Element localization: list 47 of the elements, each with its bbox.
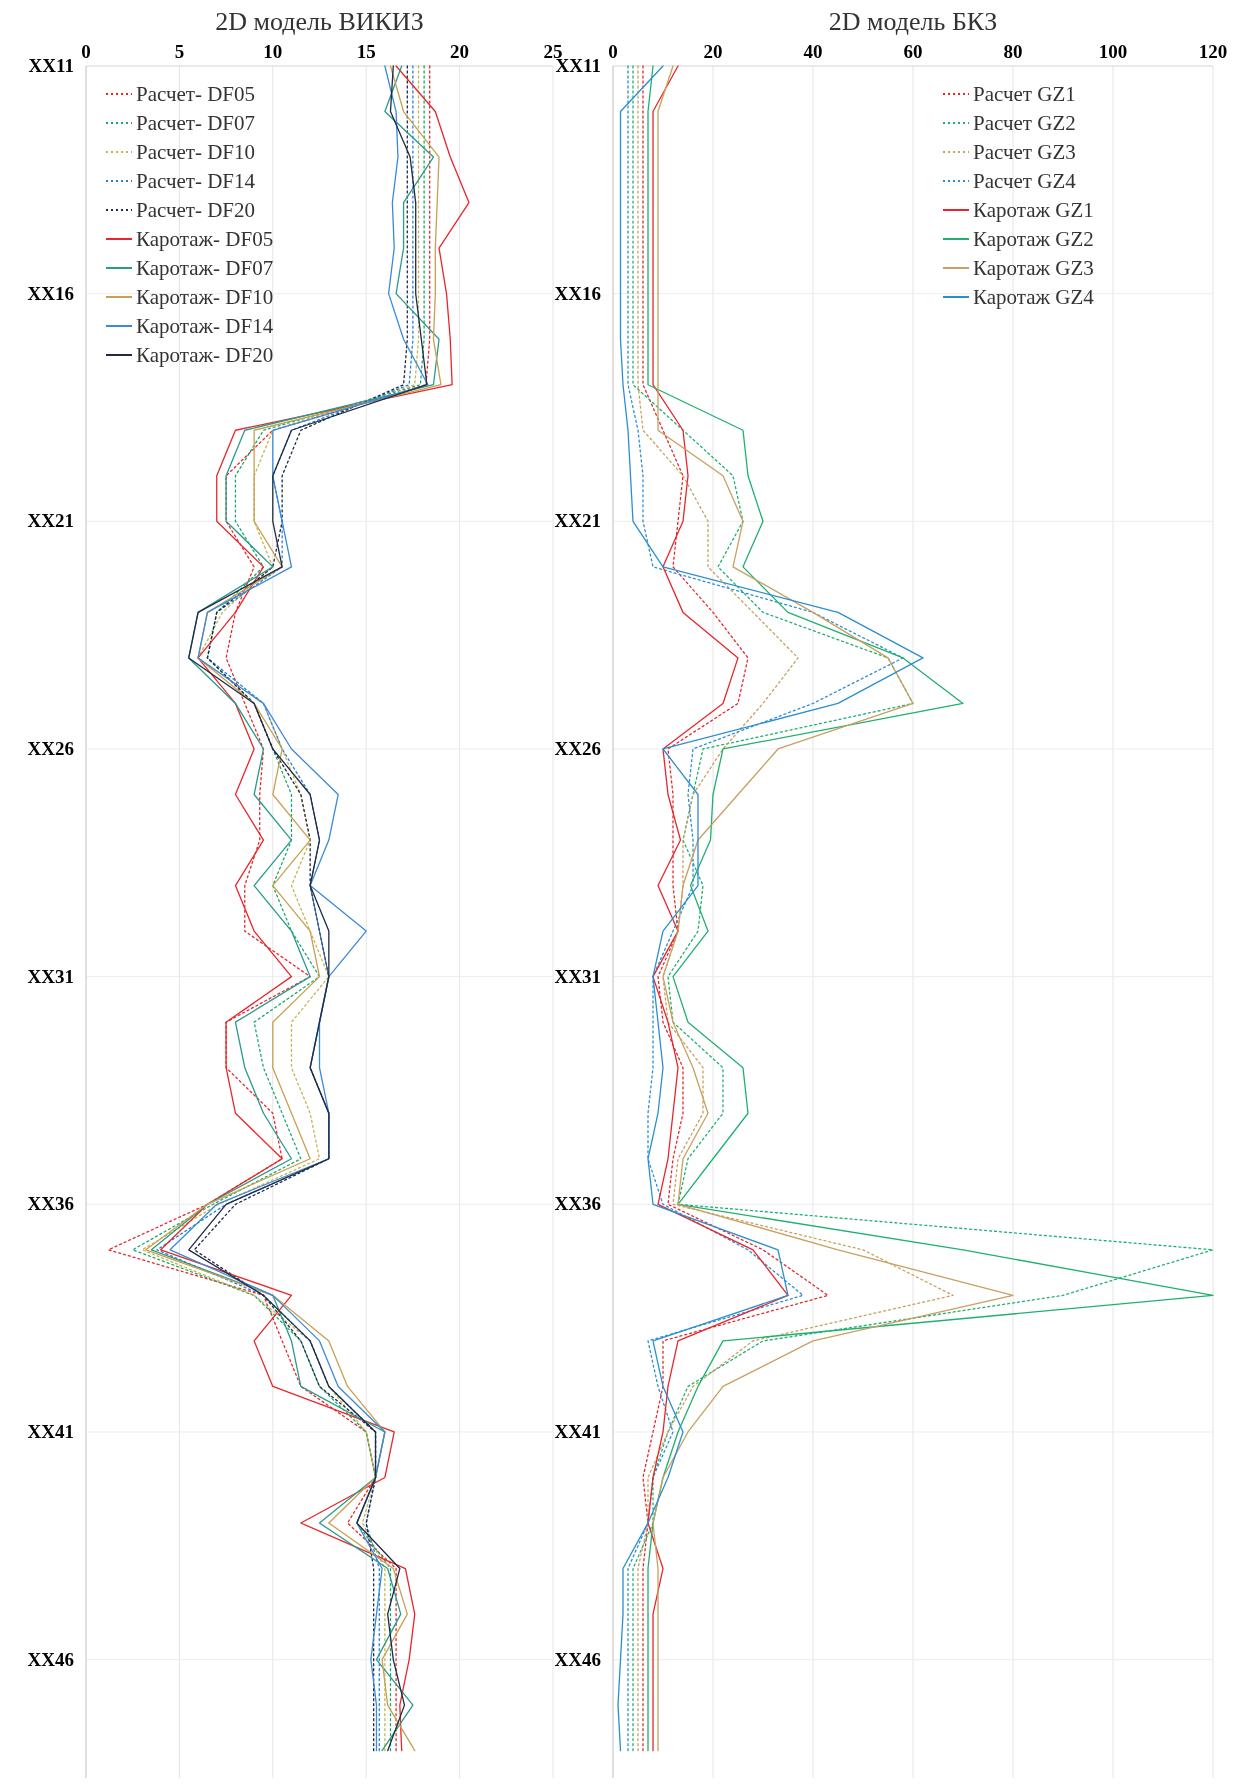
y-tick-label: XX16 — [27, 282, 74, 304]
legend-label: Каротаж GZ4 — [973, 285, 1095, 309]
y-tick-label: XX21 — [554, 510, 601, 532]
y-tick-label: XX41 — [27, 1420, 74, 1442]
x-tick-label: 0 — [81, 41, 91, 62]
legend-label: Расчет- DF14 — [136, 169, 256, 193]
legend-label: Расчет GZ3 — [973, 140, 1076, 164]
legend-label: Каротаж- DF05 — [136, 227, 274, 251]
x-tick-label: 100 — [1098, 41, 1128, 62]
legend-label: Расчет- DF07 — [136, 111, 256, 135]
legend-label: Каротаж- DF20 — [136, 343, 274, 367]
y-tick-label: XX36 — [554, 1193, 601, 1215]
x-tick-label: 120 — [1198, 41, 1228, 62]
y-tick-label: XX26 — [27, 737, 74, 759]
x-tick-label: 20 — [450, 41, 470, 62]
legend-label: Расчет GZ4 — [973, 169, 1077, 193]
y-tick-label: XX16 — [554, 282, 601, 304]
legend-label: Каротаж GZ1 — [973, 198, 1094, 222]
chart-title: 2D модель ВИКИЗ — [215, 7, 424, 36]
y-tick-label: XX31 — [27, 965, 74, 987]
x-tick-label: 60 — [903, 41, 923, 62]
chart-title: 2D модель БКЗ — [828, 7, 998, 36]
x-tick-label: 40 — [803, 41, 823, 62]
y-tick-label: XX41 — [554, 1420, 601, 1442]
legend-label: Каротаж- DF07 — [136, 256, 274, 280]
y-tick-label: XX46 — [554, 1648, 601, 1670]
x-tick-label: 10 — [263, 41, 283, 62]
y-tick-label: XX31 — [554, 965, 601, 987]
legend-label: Каротаж GZ3 — [973, 256, 1094, 280]
legend-label: Расчет GZ1 — [973, 82, 1076, 106]
legend-label: Расчет- DF05 — [136, 82, 256, 106]
y-tick-label: XX36 — [27, 1193, 74, 1215]
x-tick-label: 15 — [356, 41, 376, 62]
y-tick-label: XX11 — [28, 55, 74, 76]
y-tick-label: XX26 — [554, 737, 601, 759]
y-tick-label: XX46 — [27, 1648, 74, 1670]
legend-label: Расчет- DF10 — [136, 140, 256, 164]
legend-label: Расчет GZ2 — [973, 111, 1076, 135]
legend-label: Каротаж- DF14 — [136, 314, 274, 338]
x-tick-label: 5 — [174, 41, 185, 62]
legend-label: Расчет- DF20 — [136, 198, 256, 222]
x-tick-label: 0 — [608, 41, 618, 62]
x-tick-label: 20 — [703, 41, 723, 62]
y-tick-label: XX21 — [27, 510, 74, 532]
legend-label: Каротаж- DF10 — [136, 285, 274, 309]
x-tick-label: 80 — [1003, 41, 1023, 62]
legend-label: Каротаж GZ2 — [973, 227, 1094, 251]
